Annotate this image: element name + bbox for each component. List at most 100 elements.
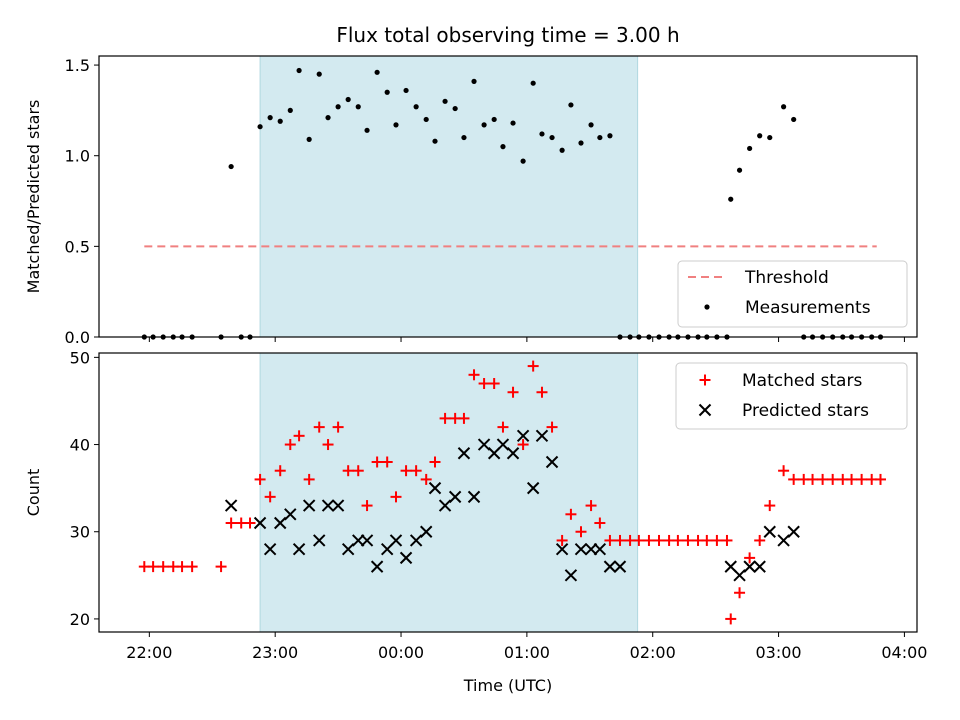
cross-b <box>457 447 471 460</box>
matched-star-marker <box>846 473 858 485</box>
matched-star-marker <box>507 386 519 398</box>
matched-star-marker <box>633 534 645 546</box>
matched-star-marker <box>157 561 169 573</box>
measurement-point <box>277 118 283 124</box>
cross-b <box>724 560 737 573</box>
matched-star-marker <box>410 465 422 477</box>
cross-b <box>743 560 756 573</box>
predicted-star-marker <box>284 508 297 521</box>
measurement-point <box>471 78 477 84</box>
cross-b <box>593 542 607 556</box>
bottom-panel: 22:00 23:00 00:00 01:00 02:00 03:00 04:00 20 30 4… <box>24 348 927 695</box>
legend-measurement-swatch <box>704 304 710 310</box>
predicted-star-marker <box>341 542 355 556</box>
matched-star-marker <box>274 465 286 477</box>
cross-b <box>545 455 559 469</box>
cross-b <box>777 534 790 547</box>
matched-star-marker <box>497 421 509 433</box>
measurement-point <box>588 122 594 128</box>
measurement-point <box>757 133 763 139</box>
matched-star-marker <box>439 412 451 424</box>
matched-star-marker <box>361 500 373 512</box>
measurement-point <box>747 145 753 152</box>
measurement-point <box>267 115 273 121</box>
predicted-star-marker <box>399 551 413 565</box>
predicted-star-marker <box>545 455 559 469</box>
predicted-star-marker <box>292 542 306 556</box>
cross-b <box>516 429 530 443</box>
matched-star-marker <box>313 421 325 433</box>
matched-star-marker <box>517 439 529 451</box>
matched-star-marker <box>734 587 746 599</box>
y-tick-label: 0.0 <box>65 328 90 347</box>
measurement-point <box>461 134 467 141</box>
predicted-star-marker <box>535 429 549 443</box>
axes-frame <box>98 352 918 633</box>
matched-star-marker <box>322 439 334 451</box>
matched-star-marker <box>856 473 868 485</box>
y-tick-label: 40 <box>70 436 90 455</box>
matched-star-marker <box>536 386 548 398</box>
matched-star-marker <box>332 421 344 433</box>
cross-b <box>292 542 306 556</box>
cross-b <box>584 542 598 556</box>
matched-star-marker <box>604 534 616 546</box>
measurement-point <box>578 140 584 146</box>
x-tick-label: 22:00 <box>126 643 172 662</box>
predicted-star-marker <box>389 534 403 547</box>
measurement-point <box>452 105 458 112</box>
predicted-star-marker <box>753 560 766 573</box>
cross-b <box>448 490 462 504</box>
predicted-star-marker <box>352 534 365 547</box>
matched-star-marker <box>284 439 296 451</box>
predicted-star-marker <box>555 542 569 556</box>
matched-star-marker <box>546 421 558 433</box>
predicted-star-marker <box>603 560 617 573</box>
matched-star-marker <box>400 465 412 477</box>
cross-b <box>763 525 776 538</box>
matched-star-marker <box>254 473 266 485</box>
x-tick-label: 04:00 <box>881 643 927 662</box>
measurement-point <box>568 102 574 108</box>
predicted-star-marker <box>457 447 471 460</box>
predicted-star-marker <box>331 499 345 512</box>
measurement-point <box>510 120 516 126</box>
matched-star-marker <box>827 473 839 485</box>
x-tick-label: 23:00 <box>252 643 298 662</box>
cross-b <box>253 516 267 530</box>
predicted-star-marker <box>274 516 287 530</box>
y-axis-label: Count <box>24 469 43 517</box>
predicted-star-marker <box>428 481 442 495</box>
measurement-point <box>767 134 773 141</box>
x-tick-label: 00:00 <box>378 643 424 662</box>
matched-star-marker <box>342 465 354 477</box>
predicted-star-marker <box>253 516 267 530</box>
axes-frame <box>98 55 918 338</box>
matched-star-marker <box>744 552 756 564</box>
predicted-star-marker <box>526 481 540 495</box>
matched-star-marker <box>711 534 723 546</box>
y-tick-label: 1.5 <box>65 56 90 75</box>
cross-b <box>419 525 433 538</box>
legend-box <box>675 362 908 430</box>
predicted-star-marker <box>263 542 277 556</box>
matched-star-marker <box>721 534 733 546</box>
matched-star-marker <box>725 613 737 625</box>
matched-star-marker <box>303 473 315 485</box>
measurement-point <box>791 116 797 123</box>
x-axis-label: Time (UTC) <box>463 676 552 695</box>
matched-star-marker <box>176 561 188 573</box>
x-tick-label: 02:00 <box>630 643 676 662</box>
cross-b <box>613 560 627 573</box>
measurement-point <box>384 89 390 95</box>
cross-b <box>284 508 297 521</box>
cross-b <box>555 542 569 556</box>
matched-star-marker <box>468 369 480 381</box>
measurement-point <box>345 96 351 103</box>
cross-b <box>477 438 491 451</box>
predicted-star-marker <box>302 499 316 512</box>
matched-star-marker <box>390 491 402 503</box>
measurement-point <box>442 98 448 104</box>
x-tick-label: 03:00 <box>756 643 802 662</box>
measurement-point <box>306 136 312 142</box>
